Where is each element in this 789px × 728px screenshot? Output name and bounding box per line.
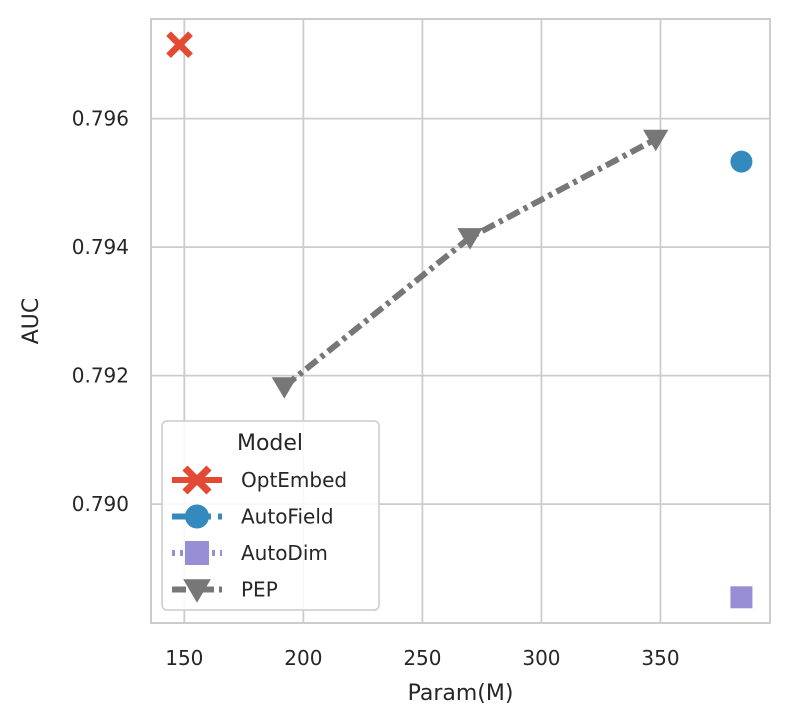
data-point xyxy=(271,377,297,399)
y-tick-label: 0.792 xyxy=(72,364,129,388)
series-layer xyxy=(166,31,753,609)
series-autodim xyxy=(730,586,753,609)
legend-marker xyxy=(182,465,212,495)
legend-label: AutoField xyxy=(241,505,334,529)
series-autofield xyxy=(730,150,753,173)
legend-label: AutoDim xyxy=(241,541,328,565)
y-tick-label: 0.790 xyxy=(72,492,129,516)
legend-entry: OptEmbed xyxy=(172,465,347,495)
plot-frame xyxy=(150,18,771,624)
data-point xyxy=(730,150,753,173)
legend-entry: AutoField xyxy=(172,504,334,529)
legend-marker xyxy=(185,504,209,529)
legend-entry: PEP xyxy=(172,578,278,603)
grid xyxy=(151,19,770,623)
x-axis-label: Param(M) xyxy=(408,681,514,706)
legend-entry: AutoDim xyxy=(172,541,328,565)
series-optembed xyxy=(166,31,193,59)
legend-title: Model xyxy=(237,431,303,456)
legend-marker xyxy=(185,541,209,565)
legend-frame xyxy=(161,420,380,611)
y-tick-label: 0.796 xyxy=(72,107,129,131)
x-tick-label: 200 xyxy=(284,646,322,670)
x-tick-label: 350 xyxy=(641,646,679,670)
y-tick-label: 0.794 xyxy=(72,235,129,259)
x-tick-label: 250 xyxy=(403,646,441,670)
legend-marker xyxy=(183,579,211,603)
legend: Model OptEmbed AutoField AutoDim PEP xyxy=(161,420,380,611)
legend-label: PEP xyxy=(241,578,278,602)
legend-entries: OptEmbed AutoField AutoDim PEP xyxy=(172,465,347,603)
y-axis-label: AUC xyxy=(19,298,44,345)
y-axis-ticks: 0.790 0.792 0.794 0.796 xyxy=(72,107,129,517)
data-point xyxy=(457,228,483,250)
legend-label: OptEmbed xyxy=(241,468,347,492)
series-pep xyxy=(271,129,669,399)
data-point xyxy=(643,129,669,152)
x-tick-label: 150 xyxy=(165,646,203,670)
x-axis-ticks: 150 200 250 300 350 xyxy=(165,646,679,670)
data-point xyxy=(166,31,193,59)
x-tick-label: 300 xyxy=(522,646,560,670)
data-point xyxy=(730,586,753,609)
